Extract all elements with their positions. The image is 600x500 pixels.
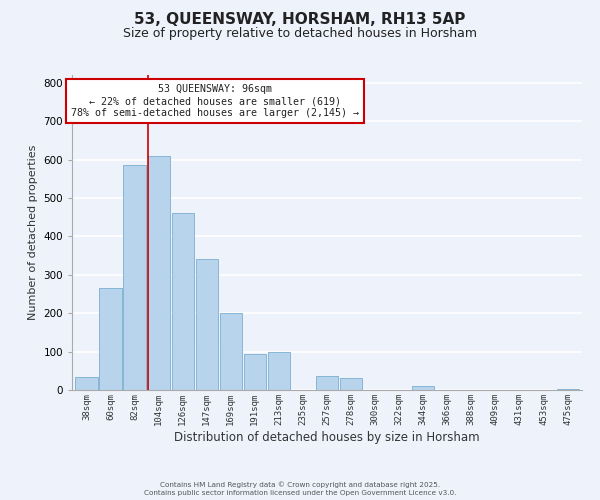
Bar xyxy=(412,386,434,390)
Bar xyxy=(196,260,218,390)
X-axis label: Distribution of detached houses by size in Horsham: Distribution of detached houses by size … xyxy=(174,430,480,444)
Bar xyxy=(220,313,242,390)
Bar xyxy=(76,376,98,390)
Text: Contains public sector information licensed under the Open Government Licence v3: Contains public sector information licen… xyxy=(144,490,456,496)
Text: 53, QUEENSWAY, HORSHAM, RH13 5AP: 53, QUEENSWAY, HORSHAM, RH13 5AP xyxy=(134,12,466,28)
Bar xyxy=(340,378,362,390)
Bar xyxy=(100,288,122,390)
Y-axis label: Number of detached properties: Number of detached properties xyxy=(28,145,38,320)
Text: Size of property relative to detached houses in Horsham: Size of property relative to detached ho… xyxy=(123,28,477,40)
Bar xyxy=(244,354,266,390)
Bar xyxy=(124,166,146,390)
Bar xyxy=(316,376,338,390)
Bar xyxy=(148,156,170,390)
Bar xyxy=(557,389,578,390)
Bar xyxy=(268,352,290,390)
Bar xyxy=(172,214,194,390)
Text: 53 QUEENSWAY: 96sqm
← 22% of detached houses are smaller (619)
78% of semi-detac: 53 QUEENSWAY: 96sqm ← 22% of detached ho… xyxy=(71,84,359,117)
Text: Contains HM Land Registry data © Crown copyright and database right 2025.: Contains HM Land Registry data © Crown c… xyxy=(160,481,440,488)
